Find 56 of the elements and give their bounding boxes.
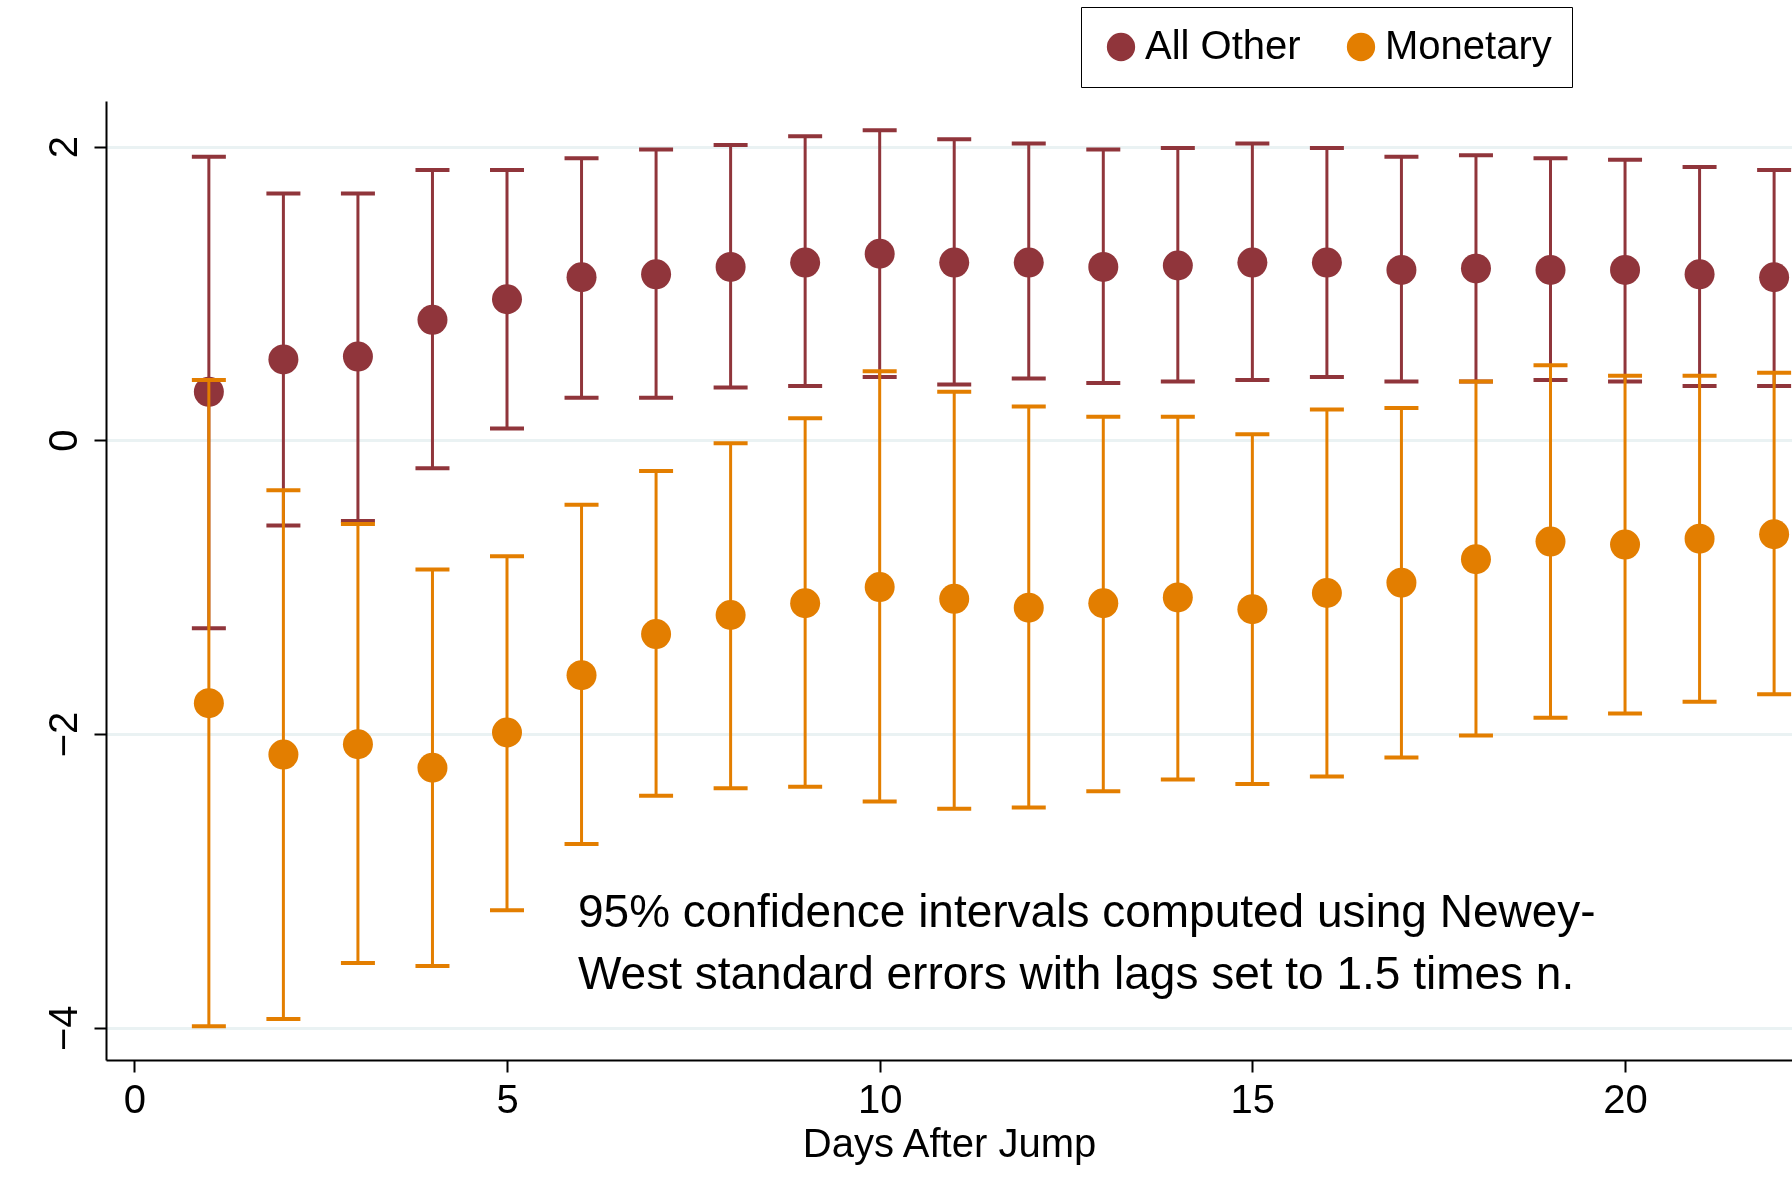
point (715, 251, 746, 282)
point (1460, 253, 1491, 284)
point (1386, 567, 1417, 598)
point (417, 752, 448, 783)
point (1013, 592, 1044, 623)
y-tick-label: −2 (40, 711, 85, 758)
point (492, 717, 522, 748)
point (1088, 251, 1119, 282)
point (1759, 519, 1790, 550)
point (641, 619, 672, 650)
point (939, 583, 970, 614)
point (1610, 254, 1641, 285)
point (1684, 523, 1715, 554)
point (641, 259, 672, 290)
point (193, 688, 224, 719)
point (566, 660, 597, 691)
point (1013, 247, 1044, 278)
x-tick-label: 5 (496, 1076, 519, 1121)
legend-label: Monetary (1385, 23, 1552, 67)
annotation: 95% confidence intervals computed using Newey- West standard errors with lags set to 1.5 times n. (578, 885, 1596, 999)
point (1237, 594, 1268, 625)
point (1684, 259, 1715, 290)
point (790, 247, 821, 278)
point (1162, 582, 1193, 613)
point (1460, 544, 1491, 575)
point (1759, 262, 1790, 293)
legend-label: All Other (1145, 23, 1301, 67)
y-tick-label: 2 (40, 135, 85, 159)
point (566, 262, 597, 293)
point (342, 341, 373, 372)
point (1386, 254, 1417, 285)
point (417, 304, 448, 335)
y-tick-label: 0 (40, 429, 85, 452)
point (268, 739, 299, 770)
x-tick-label: 20 (1603, 1076, 1648, 1121)
point (268, 344, 299, 375)
point (715, 600, 746, 630)
point (1088, 588, 1119, 619)
point (939, 247, 970, 278)
x-axis-title: Days After Jump (802, 1120, 1097, 1165)
x-tick-label: 15 (1230, 1076, 1276, 1121)
x-tick-label: 10 (857, 1076, 903, 1121)
point (1535, 526, 1566, 557)
y-tick-label: −4 (40, 1005, 85, 1051)
point (1311, 247, 1342, 278)
point (492, 284, 522, 315)
point (342, 729, 373, 760)
point (1311, 578, 1342, 608)
x-tick-label: 0 (123, 1076, 146, 1121)
point (1237, 247, 1268, 278)
point (864, 572, 895, 603)
point (1610, 529, 1641, 560)
point (1535, 254, 1566, 285)
point (1162, 250, 1193, 281)
point (864, 238, 895, 269)
point (790, 588, 821, 619)
